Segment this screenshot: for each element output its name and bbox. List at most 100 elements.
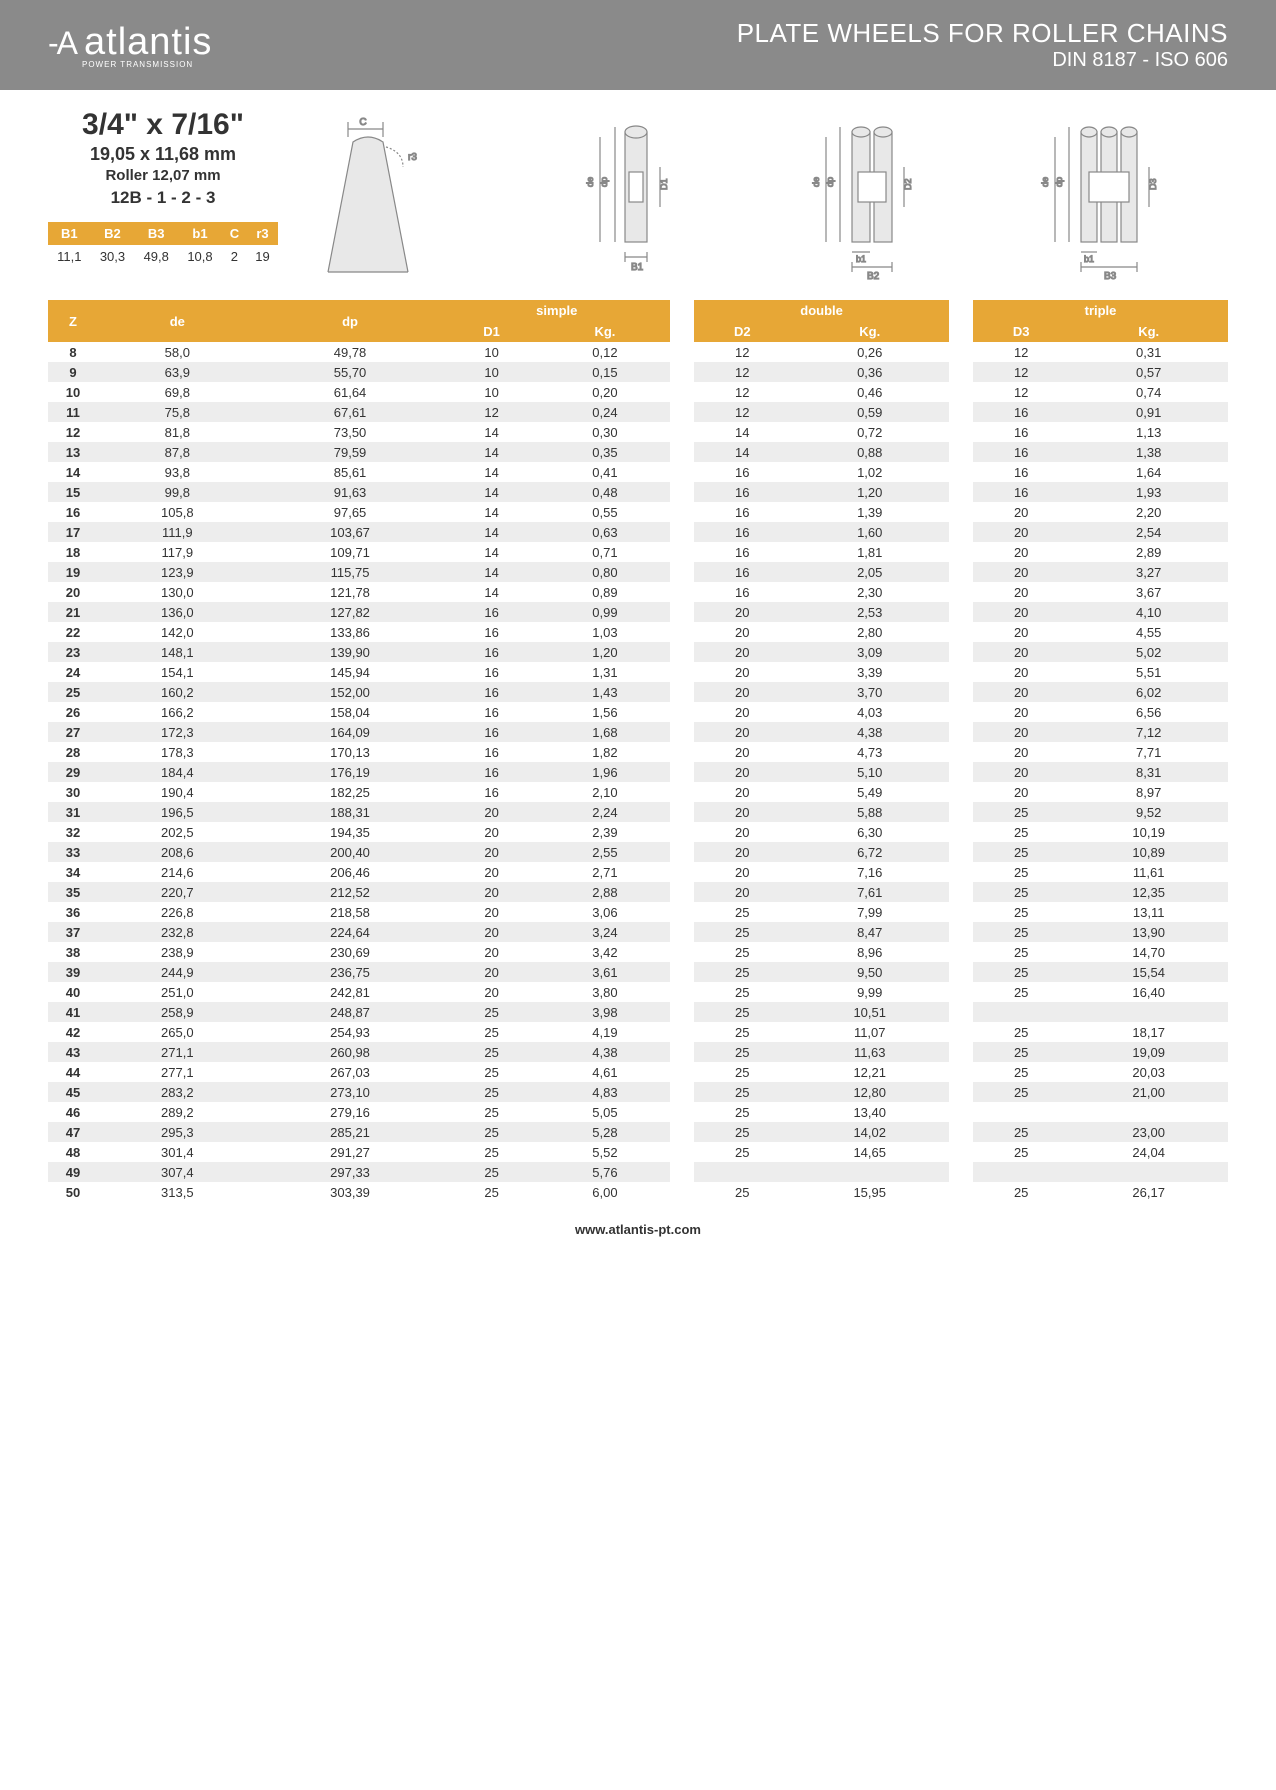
table-row: 23148,1139,90161,20203,09205,02	[48, 642, 1228, 662]
data-cell: 16	[694, 502, 790, 522]
col-dp: dp	[257, 300, 444, 342]
data-cell: 20	[973, 502, 1069, 522]
data-cell: 97,65	[257, 502, 444, 522]
spacer-cell	[949, 622, 973, 642]
data-cell: 20	[694, 802, 790, 822]
data-cell: 1,81	[790, 542, 949, 562]
brand-logo: -A atlantis POWER TRANSMISSION	[48, 21, 212, 69]
data-cell: 12	[973, 362, 1069, 382]
data-cell: 63,9	[98, 362, 257, 382]
data-cell: 3,80	[540, 982, 670, 1002]
table-row: 42265,0254,93254,192511,072518,17	[48, 1022, 1228, 1042]
spacer-cell	[670, 1142, 694, 1162]
data-cell: 20	[973, 582, 1069, 602]
data-cell: 10	[443, 382, 539, 402]
data-cell: 297,33	[257, 1162, 444, 1182]
data-cell: 20	[443, 922, 539, 942]
data-cell: 16	[443, 742, 539, 762]
spacer-cell	[670, 1102, 694, 1122]
spacer-cell	[949, 982, 973, 1002]
data-cell: 1,93	[1069, 482, 1228, 502]
table-row: 47295,3285,21255,282514,022523,00	[48, 1122, 1228, 1142]
svg-text:b1: b1	[856, 254, 866, 264]
data-cell: 251,0	[98, 982, 257, 1002]
table-row: 37232,8224,64203,24258,472513,90	[48, 922, 1228, 942]
group-double: double	[694, 300, 949, 321]
data-cell: 31	[48, 802, 98, 822]
spacer-cell	[670, 642, 694, 662]
spacer-cell	[670, 842, 694, 862]
table-row: 17111,9103,67140,63161,60202,54	[48, 522, 1228, 542]
data-cell: 21	[48, 602, 98, 622]
data-cell: 16	[443, 702, 539, 722]
data-cell: 22	[48, 622, 98, 642]
data-cell: 16	[694, 462, 790, 482]
footer-url: www.atlantis-pt.com	[48, 1202, 1228, 1267]
data-cell: 0,12	[540, 342, 670, 362]
data-cell: 0,72	[790, 422, 949, 442]
spacer-cell	[949, 382, 973, 402]
data-cell: 8,96	[790, 942, 949, 962]
data-cell: 1,38	[1069, 442, 1228, 462]
data-cell: 212,52	[257, 882, 444, 902]
data-cell: 25	[443, 1102, 539, 1122]
spacer-cell	[949, 1062, 973, 1082]
data-cell: 25	[694, 982, 790, 1002]
spacer-cell	[949, 682, 973, 702]
data-cell: 13,40	[790, 1102, 949, 1122]
spacer-cell	[670, 902, 694, 922]
data-cell: 18	[48, 542, 98, 562]
data-cell: 8,97	[1069, 782, 1228, 802]
data-cell: 42	[48, 1022, 98, 1042]
data-cell: 2,55	[540, 842, 670, 862]
data-cell: 123,9	[98, 562, 257, 582]
mini-header: r3	[247, 222, 278, 245]
data-cell: 25	[973, 962, 1069, 982]
group-simple: simple	[443, 300, 670, 321]
data-cell: 25	[973, 822, 1069, 842]
data-cell: 176,19	[257, 762, 444, 782]
data-cell: 11,63	[790, 1042, 949, 1062]
data-cell: 34	[48, 862, 98, 882]
data-cell: 20	[694, 622, 790, 642]
data-cell: 20	[973, 522, 1069, 542]
data-cell: 6,72	[790, 842, 949, 862]
data-cell: 2,20	[1069, 502, 1228, 522]
svg-text:D1: D1	[659, 178, 669, 190]
data-cell: 214,6	[98, 862, 257, 882]
data-cell: 145,94	[257, 662, 444, 682]
data-cell: 10	[443, 362, 539, 382]
spacer-cell	[670, 922, 694, 942]
mini-cell: 10,8	[178, 245, 222, 268]
data-cell: 16	[694, 542, 790, 562]
spacer-cell	[949, 1082, 973, 1102]
data-cell: 20	[443, 842, 539, 862]
data-cell: 10,19	[1069, 822, 1228, 842]
data-cell: 20	[694, 742, 790, 762]
data-cell: 6,00	[540, 1182, 670, 1202]
data-cell: 25	[694, 942, 790, 962]
data-cell: 25	[973, 1062, 1069, 1082]
data-cell: 8,47	[790, 922, 949, 942]
spacer-cell	[949, 1142, 973, 1162]
data-cell: 93,8	[98, 462, 257, 482]
data-cell: 25	[973, 942, 1069, 962]
table-row: 33208,6200,40202,55206,722510,89	[48, 842, 1228, 862]
table-row: 18117,9109,71140,71161,81202,89	[48, 542, 1228, 562]
data-cell: 39	[48, 962, 98, 982]
data-cell: 190,4	[98, 782, 257, 802]
data-cell: 20	[973, 562, 1069, 582]
data-cell: 16	[694, 522, 790, 542]
data-cell: 3,27	[1069, 562, 1228, 582]
data-cell: 15,95	[790, 1182, 949, 1202]
data-cell: 4,38	[540, 1042, 670, 1062]
svg-text:B2: B2	[867, 271, 880, 282]
spacer-cell	[670, 962, 694, 982]
diagram-double: dp de D2 b1 B2	[782, 112, 982, 282]
data-cell: 7,12	[1069, 722, 1228, 742]
svg-text:B1: B1	[631, 262, 644, 273]
data-cell: 20	[694, 662, 790, 682]
spacer-cell	[670, 582, 694, 602]
table-row: 31196,5188,31202,24205,88259,52	[48, 802, 1228, 822]
spacer-cell	[670, 482, 694, 502]
